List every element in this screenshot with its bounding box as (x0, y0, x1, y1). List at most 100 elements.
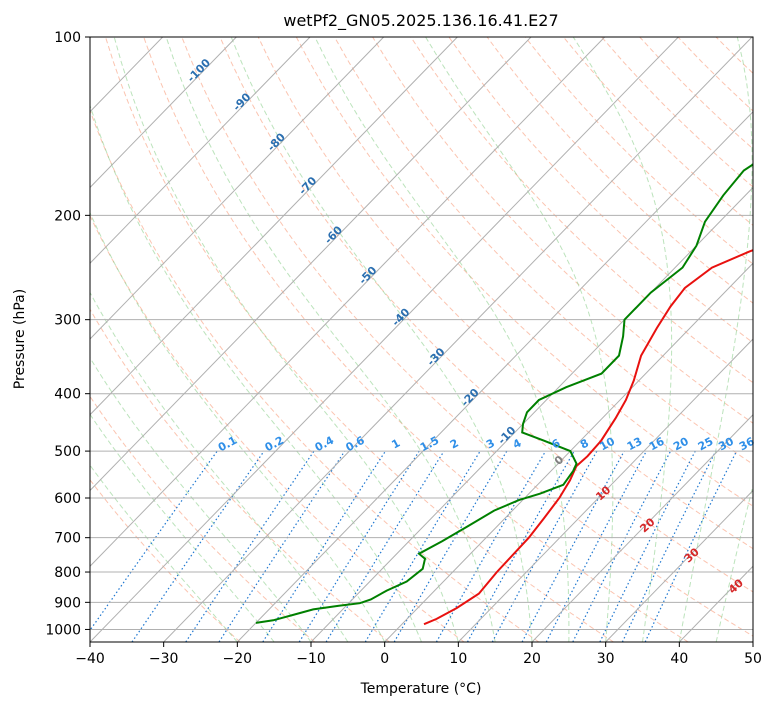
mixing-ratio-line (90, 450, 218, 632)
dry-adiabat-line (143, 37, 689, 642)
isotherm-line (90, 37, 237, 189)
x-tick-label: −30 (149, 651, 179, 667)
mixing-ratio-line (599, 450, 696, 642)
dry-adiabat-line (90, 479, 241, 642)
y-tick-label: 400 (54, 387, 81, 403)
dry-adiabat-line (90, 108, 540, 642)
y-tick-label: 600 (54, 491, 81, 507)
moist-adiabat-line (678, 37, 753, 642)
dry-adiabat-line (715, 37, 753, 74)
mixing-ratio-label: 20 (671, 435, 691, 454)
dry-adiabat-line (448, 37, 753, 344)
isotherm-label: -100 (185, 56, 214, 85)
mixing-ratio-line (262, 450, 386, 642)
mixing-ratio-line (185, 450, 315, 642)
mixing-ratio-label: 16 (647, 435, 667, 454)
mixing-ratio-label: 1 (389, 436, 402, 451)
x-tick-label: 0 (380, 651, 389, 667)
isotherm-line (457, 338, 753, 642)
moist-adiabat-line (90, 291, 349, 642)
mixing-ratio-label: 4 (511, 436, 524, 451)
dry-adiabat-line (90, 395, 316, 642)
isotherm-label: -20 (459, 386, 482, 410)
mixing-ratio-line (364, 450, 481, 642)
dry-adiabat-line (410, 37, 753, 384)
dry-adiabat-line (90, 308, 390, 642)
isotherm-line (90, 37, 311, 264)
mixing-ratio-label: 30 (716, 435, 736, 454)
isotherm-label: -90 (230, 90, 253, 114)
dry-adiabat-line (486, 37, 753, 304)
isotherm-line (163, 37, 753, 642)
x-tick-label: 10 (449, 651, 467, 667)
isotherm-line (90, 37, 385, 340)
isotherm-line (310, 186, 753, 642)
dry-adiabat-line (372, 37, 753, 424)
moist-adiabat-line (715, 483, 753, 642)
moist-adiabat-label: 40 (726, 576, 746, 596)
mixing-ratio-label: 10 (597, 435, 617, 454)
mixing-ratio-label: 36 (737, 435, 757, 454)
plot-area (90, 37, 753, 642)
dry-adiabat-line (90, 214, 465, 642)
y-tick-label: 100 (54, 30, 81, 46)
moist-adiabat-line (165, 37, 496, 642)
x-tick-label: −20 (223, 651, 253, 667)
dry-adiabat-line (639, 37, 753, 150)
mixing-ratio-line (298, 450, 420, 642)
y-tick-label: 800 (54, 565, 81, 581)
isotherm-line (531, 414, 753, 642)
axes-overlay: -100-90-80-70-60-50-40-30-20-100.1 0.2 0.4… (45, 30, 762, 667)
isotherm-label: -60 (322, 223, 345, 247)
x-tick-label: 30 (597, 651, 615, 667)
mixing-ratio-line (545, 450, 647, 642)
dry-adiabat-line (295, 37, 753, 507)
moist-adiabat-line (90, 104, 422, 642)
y-tick-label: 300 (54, 313, 81, 329)
mixing-ratio-line (466, 450, 575, 642)
isotherm-line (90, 37, 458, 416)
mixing-ratio-line (131, 450, 265, 642)
mixing-ratio-line (491, 450, 598, 642)
x-tick-label: 20 (523, 651, 541, 667)
mixing-ratio-label: 8 (578, 436, 591, 451)
mixing-ratio-label: 25 (696, 435, 716, 454)
moist-adiabat-line (90, 464, 238, 642)
x-tick-label: 40 (670, 651, 688, 667)
moist-adiabat-line (90, 413, 275, 642)
x-tick-label: 50 (744, 651, 762, 667)
dewpoint-profile-line (255, 163, 753, 624)
dry-adiabat-line (105, 37, 614, 642)
moist-adiabat-line (90, 356, 312, 642)
mixing-ratio-line (621, 450, 717, 642)
moist-adiabat-line (113, 37, 459, 642)
moist-adiabat-line (230, 37, 533, 642)
dry-adiabat-line (334, 37, 753, 465)
moist-adiabat-label: 20 (637, 515, 657, 535)
x-axis-title: Temperature (°C) (360, 681, 482, 697)
isotherm-line (605, 489, 753, 642)
moist-adiabat-line (572, 37, 673, 642)
dry-adiabat-line (563, 37, 753, 226)
mixing-ratio-line (325, 450, 445, 642)
isotherm-label: -30 (424, 345, 447, 369)
y-tick-label: 200 (54, 208, 81, 224)
isotherm-line (90, 37, 606, 567)
mixing-ratio-line (521, 450, 625, 642)
isotherm-line (236, 111, 753, 642)
y-tick-label: 500 (54, 444, 81, 460)
dry-adiabat-line (257, 37, 753, 550)
moist-adiabat-line (425, 37, 614, 642)
chart-title: wetPf2_GN05.2025.136.16.41.E27 (283, 11, 558, 31)
temperature-profile-line (423, 249, 753, 626)
y-axis-title: Pressure (hPa) (12, 289, 28, 389)
x-tick-label: −40 (75, 651, 105, 667)
isotherm-line (90, 37, 532, 492)
y-tick-label: 900 (54, 595, 81, 611)
y-tick-label: 1000 (45, 622, 81, 638)
isotherm-line (752, 641, 753, 642)
mixing-ratio-label: 13 (625, 435, 645, 454)
moist-adiabat-line (314, 37, 570, 642)
mixing-ratio-label: 2 (448, 436, 461, 451)
